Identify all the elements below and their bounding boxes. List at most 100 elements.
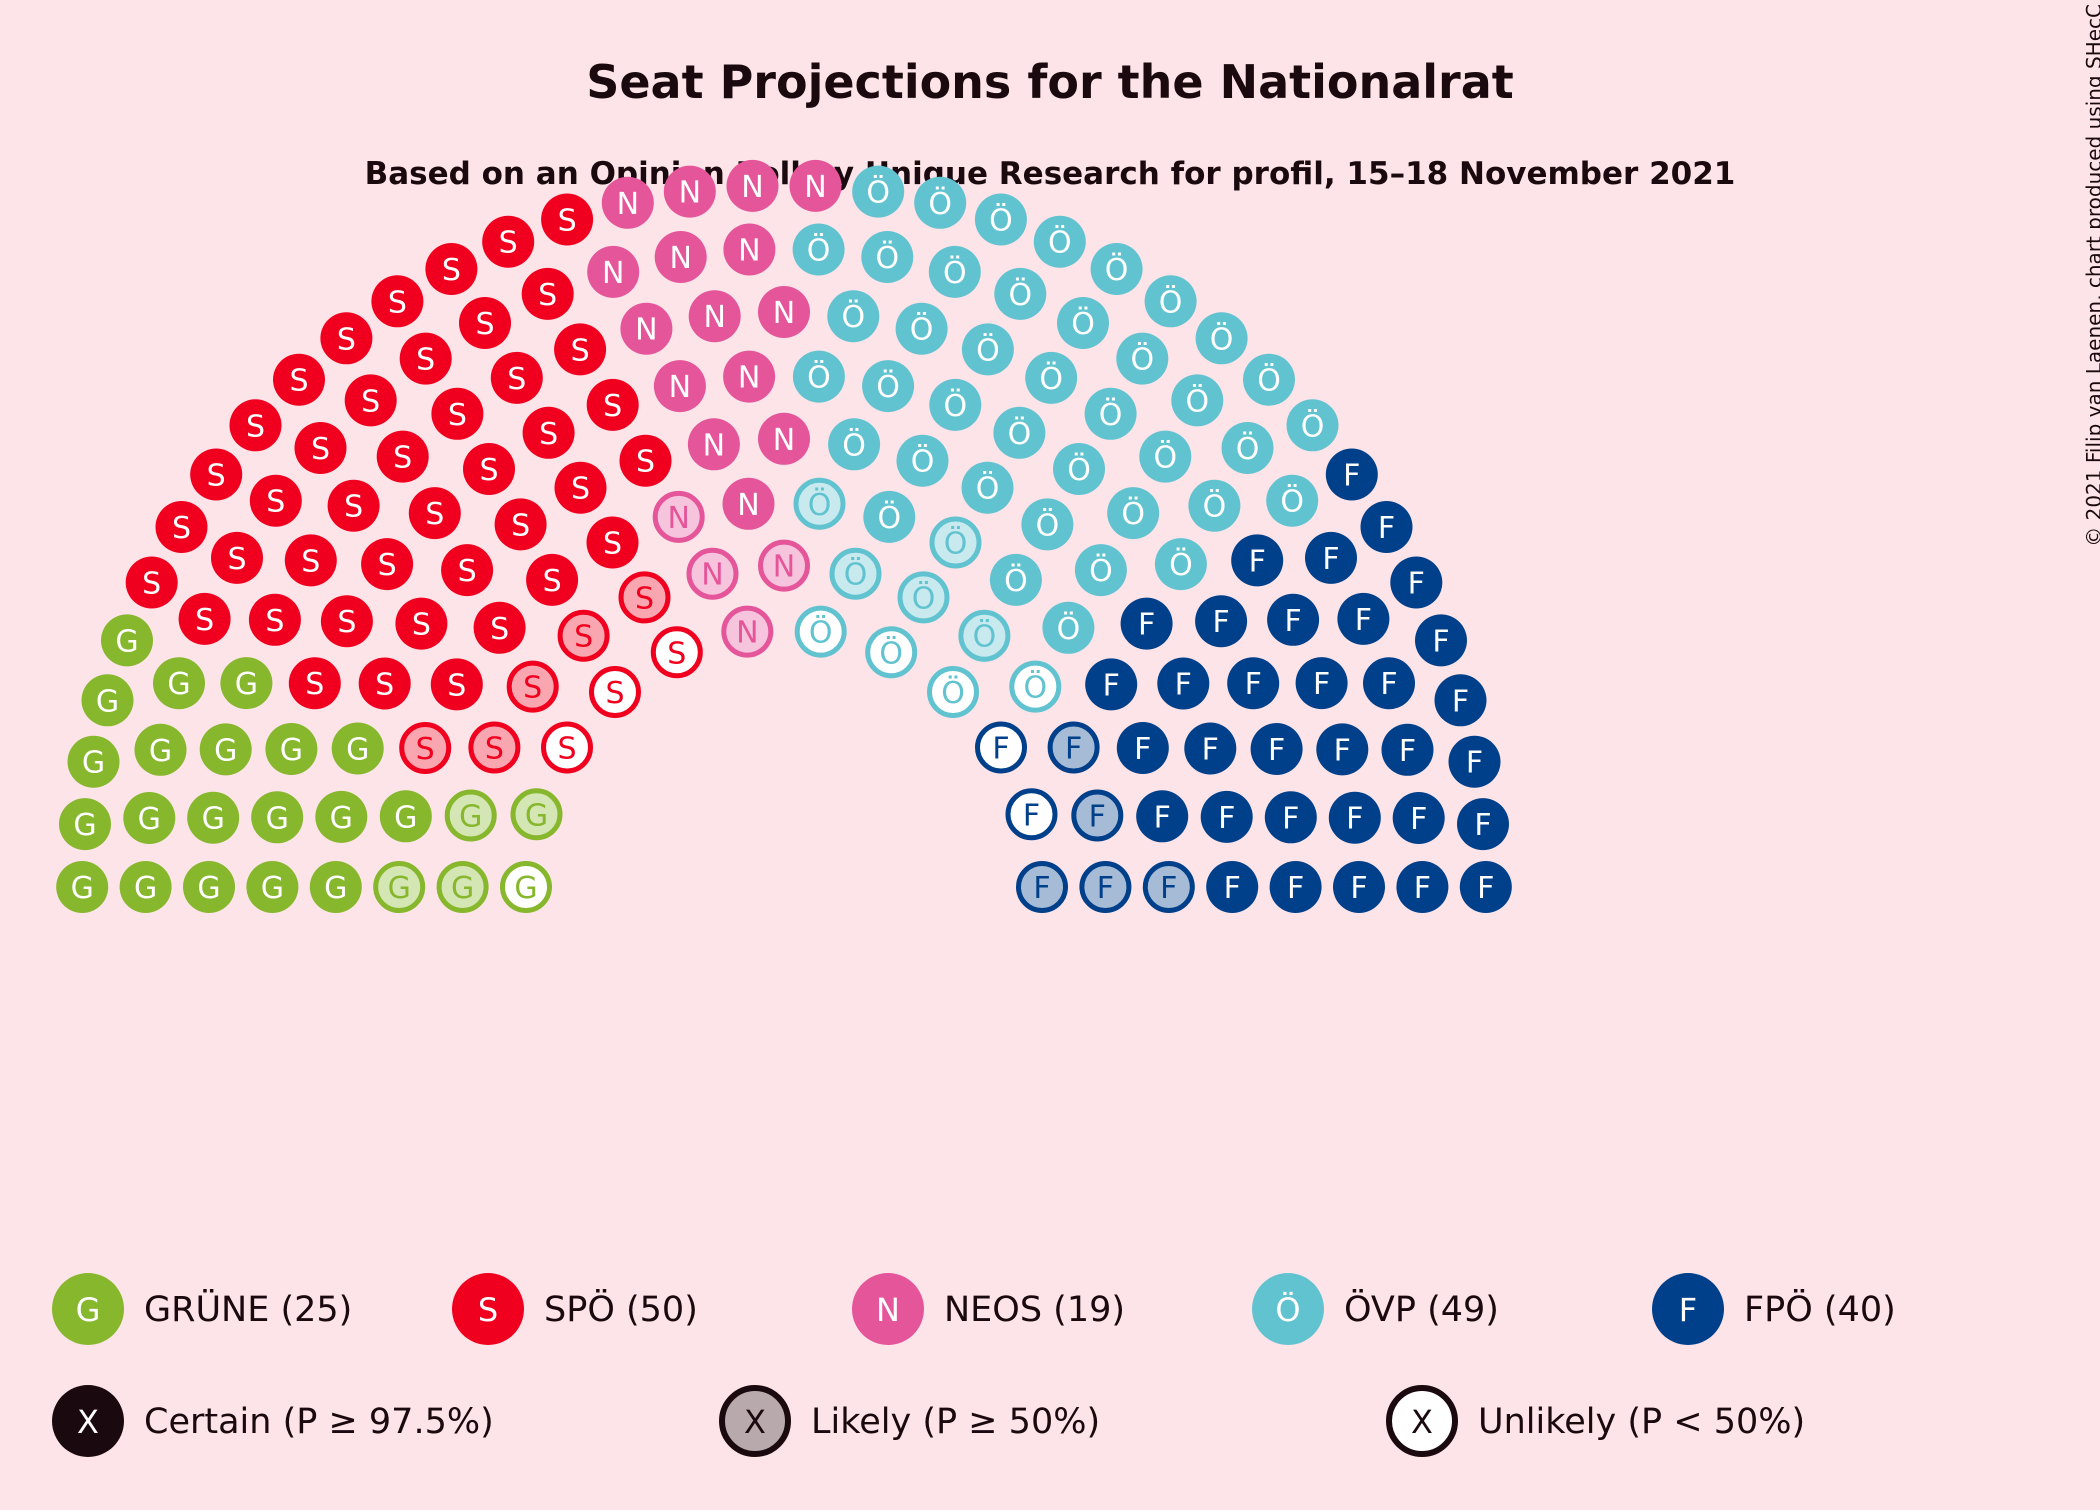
seat-letter: Ö <box>1057 611 1081 647</box>
seat-fpö-unlikely <box>1005 788 1058 841</box>
seat-fpö-likely <box>1071 789 1124 842</box>
seat-grüne-certain <box>220 657 273 710</box>
seat-spö-certain <box>459 297 511 349</box>
seat-neos-certain <box>663 165 716 218</box>
seat-spö-certain <box>473 601 526 654</box>
seat-letter: Ö <box>877 500 901 536</box>
seat-övp-certain <box>1154 538 1207 591</box>
seat-fpö-certain <box>1316 723 1369 776</box>
seat-letter: Ö <box>1301 408 1325 444</box>
seat-övp-certain <box>1033 215 1086 268</box>
seat-spö-certain <box>482 215 535 268</box>
legend-label-spö: SPÖ (50) <box>544 1288 698 1330</box>
seat-spö-certain <box>399 332 452 385</box>
seat-grüne-certain <box>379 790 432 843</box>
seat-letter: Ö <box>876 369 900 405</box>
seat-övp-certain <box>827 290 880 343</box>
seat-letter: G <box>235 667 258 702</box>
seat-letter: N <box>703 300 725 335</box>
seat-fpö-certain <box>1295 657 1348 710</box>
seat-letter: S <box>378 548 397 583</box>
seat-övp-certain <box>792 223 845 276</box>
seat-övp-certain <box>895 302 948 355</box>
seat-letter: F <box>1432 624 1449 659</box>
seat-letter: F <box>1175 668 1192 703</box>
seat-letter: Ö <box>1130 342 1154 378</box>
legend-swatch-letter: Ö <box>1275 1291 1300 1329</box>
seat-letter: F <box>1218 801 1235 836</box>
seat-spö-certain <box>229 399 282 452</box>
seat-neos-certain <box>620 302 673 355</box>
seat-letter: G <box>115 624 138 659</box>
seat-letter: S <box>289 364 308 399</box>
legend-marker-likely <box>719 1385 791 1457</box>
seat-spö-certain <box>344 374 397 427</box>
seat-letter: Ö <box>1008 277 1032 313</box>
seat-letter: G <box>96 684 119 719</box>
seat-fpö-certain <box>1195 595 1248 648</box>
seat-letter: F <box>1414 871 1431 906</box>
seat-övp-likely <box>958 609 1011 662</box>
seat-letter: S <box>416 343 435 378</box>
seat-neos-certain <box>723 350 776 403</box>
seat-letter: F <box>1408 567 1425 602</box>
seat-letter: S <box>227 542 246 577</box>
seat-fpö-certain <box>1381 723 1434 776</box>
seat-spö-certain <box>320 312 373 365</box>
seat-letter: S <box>416 732 435 767</box>
seat-spö-certain <box>431 387 484 440</box>
seat-fpö-certain <box>1116 722 1169 774</box>
seat-fpö-certain <box>1085 658 1138 711</box>
seat-grüne-certain <box>246 861 299 913</box>
seat-grüne-certain <box>134 723 187 776</box>
seat-övp-unlikely <box>927 666 979 718</box>
seat-neos-certain <box>654 231 707 283</box>
seat-letter: Ö <box>943 255 967 291</box>
seat-letter: G <box>324 871 347 906</box>
seat-letter: S <box>442 253 461 288</box>
seat-letter: Ö <box>976 332 1000 368</box>
seat-letter: F <box>1410 802 1427 837</box>
legend-marker-symbol: X <box>1411 1403 1433 1441</box>
seat-letter: Ö <box>910 312 934 348</box>
seat-letter: F <box>1343 459 1360 494</box>
seat-letter: G <box>71 871 94 906</box>
seat-övp-certain <box>792 350 845 403</box>
seat-spö-certain <box>284 534 337 587</box>
seat-spö-certain <box>494 498 547 551</box>
seat-neos-certain <box>758 412 810 465</box>
seat-letter: F <box>1350 871 1367 906</box>
seat-övp-certain <box>1221 422 1274 474</box>
seat-spö-certain <box>619 434 672 487</box>
seat-letter: S <box>558 204 577 239</box>
seat-letter: S <box>667 636 686 671</box>
legend-label-likely: Likely (P ≥ 50%) <box>811 1402 1100 1442</box>
chart-subtitle: Based on an Opinion Poll by Unique Resea… <box>365 156 1736 192</box>
seat-letter: G <box>346 733 369 768</box>
seat-spö-certain <box>190 448 243 501</box>
legend-marker-symbol: X <box>744 1403 766 1441</box>
seat-letter: Ö <box>841 299 865 335</box>
seat-övp-certain <box>828 418 881 471</box>
seat-övp-certain <box>989 553 1042 606</box>
seat-övp-certain <box>1195 312 1248 365</box>
seat-grüne-certain <box>67 735 120 788</box>
seat-neos-certain <box>601 176 654 229</box>
seat-letter: G <box>525 798 548 833</box>
seat-letter: S <box>375 668 394 703</box>
seat-övp-certain <box>1188 479 1241 532</box>
seat-letter: F <box>1160 871 1177 906</box>
seat-letter: Ö <box>1004 563 1028 599</box>
seat-letter: F <box>1334 733 1351 768</box>
seat-letter: Ö <box>928 186 952 222</box>
seat-fpö-certain <box>1227 657 1280 710</box>
seat-övp-certain <box>1090 243 1143 295</box>
seat-neos-certain <box>653 360 706 413</box>
seat-övp-certain <box>1171 374 1224 427</box>
seat-övp-certain <box>1266 474 1319 527</box>
seat-fpö-certain <box>1184 722 1237 775</box>
seat-letter: S <box>311 432 330 467</box>
seat-grüne-certain <box>153 657 205 710</box>
seat-letter: N <box>669 370 691 405</box>
